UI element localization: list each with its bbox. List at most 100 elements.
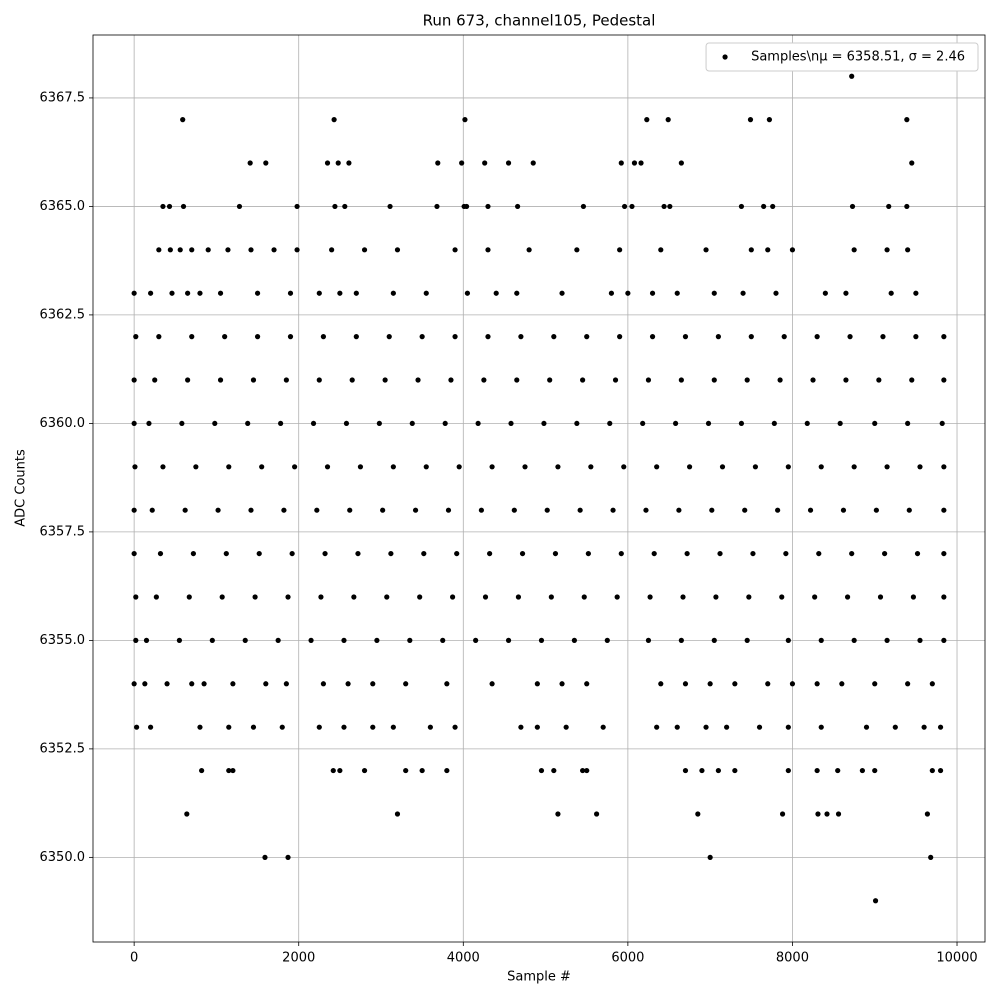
point <box>555 811 561 817</box>
point <box>248 247 254 253</box>
point <box>541 420 547 427</box>
x-tick-label: 0 <box>130 951 138 966</box>
point <box>394 247 401 253</box>
point <box>695 811 701 817</box>
point <box>872 420 878 427</box>
point <box>607 420 613 427</box>
point <box>610 507 616 513</box>
point <box>361 247 368 253</box>
point <box>185 377 191 383</box>
point <box>584 767 590 774</box>
point <box>263 681 269 687</box>
point <box>157 550 164 557</box>
point <box>818 724 824 730</box>
point <box>473 637 479 643</box>
point <box>775 507 781 513</box>
point <box>715 767 721 774</box>
point <box>514 290 520 296</box>
point <box>534 724 540 730</box>
point <box>250 724 257 730</box>
legend-marker <box>722 54 728 60</box>
point <box>548 594 554 600</box>
point <box>941 637 947 643</box>
point <box>164 681 170 687</box>
point <box>621 464 627 470</box>
point <box>131 681 137 687</box>
point <box>682 334 689 340</box>
point <box>482 160 488 166</box>
point <box>814 767 820 774</box>
point <box>493 290 499 296</box>
point <box>654 464 660 470</box>
point <box>810 377 816 383</box>
point <box>941 594 947 600</box>
point <box>559 681 565 687</box>
point <box>177 247 183 253</box>
point <box>283 377 289 383</box>
point <box>345 681 351 687</box>
point <box>682 681 689 687</box>
point <box>287 334 294 340</box>
point <box>519 550 526 557</box>
point <box>337 290 343 296</box>
point <box>614 594 620 600</box>
point <box>913 290 919 296</box>
point <box>320 681 327 687</box>
point <box>584 681 590 687</box>
point <box>185 290 191 296</box>
point <box>330 767 336 774</box>
plot-frame <box>92 34 986 943</box>
point <box>761 203 767 210</box>
point <box>247 160 253 166</box>
point <box>612 377 619 383</box>
point <box>219 594 225 600</box>
point <box>387 203 393 210</box>
point <box>941 334 947 340</box>
point <box>924 811 930 817</box>
point <box>777 377 783 383</box>
point <box>320 334 327 340</box>
point <box>814 681 820 687</box>
point <box>581 594 587 600</box>
point <box>314 507 320 513</box>
point <box>189 334 195 340</box>
x-tick-label: 6000 <box>611 951 644 966</box>
point <box>390 724 396 730</box>
point <box>169 290 175 296</box>
point <box>678 637 684 643</box>
point <box>904 203 910 210</box>
point <box>176 637 183 643</box>
y-tick-label: 6352.5 <box>40 741 86 756</box>
point <box>190 550 196 557</box>
point <box>921 724 927 730</box>
point <box>715 334 721 340</box>
point <box>770 203 776 210</box>
point <box>631 160 638 166</box>
point <box>744 377 750 383</box>
point <box>341 637 347 643</box>
point <box>552 550 559 557</box>
point <box>132 464 138 470</box>
point <box>872 898 879 904</box>
point <box>347 507 353 513</box>
point <box>571 637 577 643</box>
point <box>914 550 921 557</box>
point <box>851 464 857 470</box>
point <box>876 377 882 383</box>
point <box>180 117 186 123</box>
point <box>732 681 738 687</box>
point <box>699 767 705 774</box>
point <box>217 290 224 296</box>
point <box>189 681 195 687</box>
point <box>412 507 419 513</box>
point <box>783 550 789 557</box>
point <box>370 724 376 730</box>
point <box>485 334 491 340</box>
point <box>152 377 158 383</box>
y-tick-label: 6360.0 <box>40 416 86 431</box>
point <box>929 767 935 774</box>
point <box>421 550 427 557</box>
point <box>285 854 291 860</box>
point <box>839 681 845 687</box>
point <box>343 420 350 427</box>
